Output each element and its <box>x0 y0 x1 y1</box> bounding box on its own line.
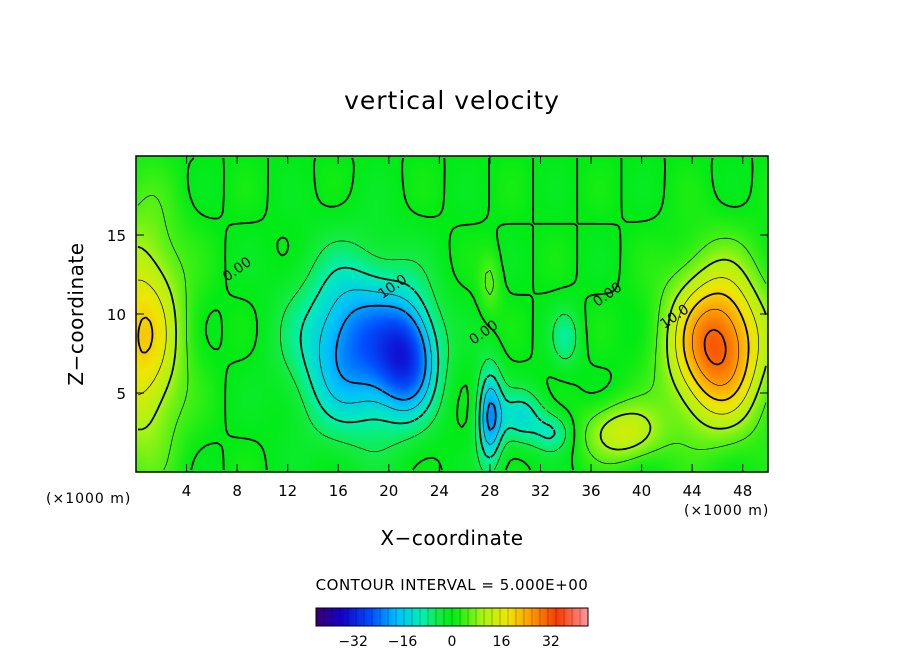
x-axis-label: X−coordinate <box>380 526 524 550</box>
contour-line <box>335 304 497 432</box>
x-tick-label: 8 <box>232 482 242 500</box>
contour-line <box>280 240 577 471</box>
contour-interval: CONTOUR INTERVAL = 5.000E+00 <box>315 576 589 594</box>
x-tick-label: 28 <box>480 482 499 500</box>
contour-line <box>703 328 727 366</box>
x-tick-label: 20 <box>379 482 398 500</box>
contour-line <box>299 266 556 459</box>
x-tick-label: 48 <box>733 482 752 500</box>
contour-line <box>186 157 754 471</box>
contour-line <box>691 308 740 386</box>
x-tick-label: 12 <box>278 482 297 500</box>
colorbar-tick-label: 0 <box>448 634 457 650</box>
x-tick-label: 16 <box>329 482 348 500</box>
x-tick-label: 36 <box>581 482 600 500</box>
chart-title: vertical velocity <box>344 86 560 115</box>
x-unit-right: (×1000 m) <box>684 503 770 519</box>
colorbar-frame <box>315 607 589 627</box>
colorbar-tick-label: 32 <box>542 634 560 650</box>
contour-line <box>319 289 503 446</box>
colorbar-tick-label: −16 <box>388 634 418 650</box>
velocity-field <box>136 156 768 472</box>
y-tick-label: 5 <box>116 385 126 403</box>
colorbar-tick-label: 16 <box>493 634 511 650</box>
x-tick-label: 24 <box>430 482 449 500</box>
x-tick-label: 4 <box>182 482 192 500</box>
x-tick-label: 44 <box>683 482 702 500</box>
y-tick-label: 10 <box>107 306 126 324</box>
colorbar-tick-label: −32 <box>338 634 368 650</box>
x-tick-label: 40 <box>632 482 651 500</box>
contour-line <box>137 277 759 415</box>
contour-line <box>137 292 750 402</box>
contour-line <box>137 245 767 451</box>
contour-line <box>137 195 767 471</box>
x-tick-label: 32 <box>531 482 550 500</box>
y-tick-label: 15 <box>107 227 126 245</box>
x-unit-left: (×1000 m) <box>46 491 132 507</box>
